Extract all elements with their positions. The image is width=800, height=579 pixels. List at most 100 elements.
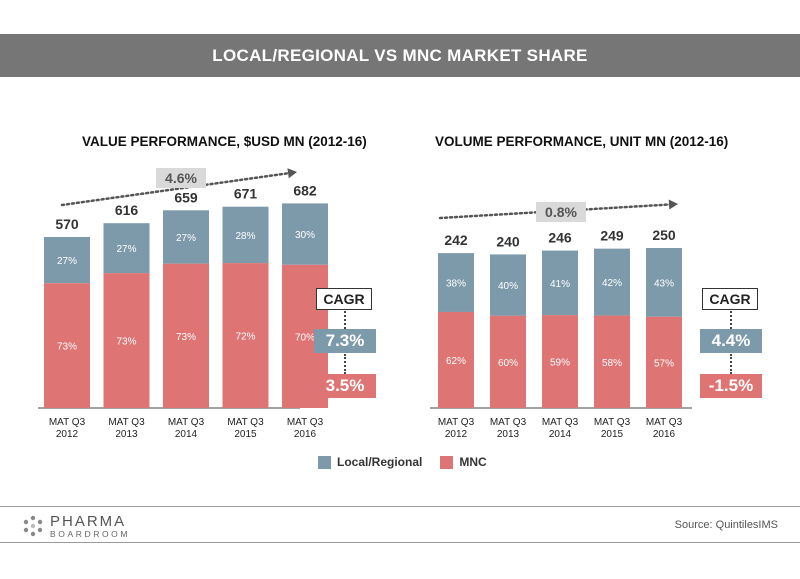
volume-category-label-line2: 2015 — [601, 429, 624, 440]
volume-chart-title: VOLUME PERFORMANCE, UNIT MN (2012-16) — [435, 134, 729, 149]
volume-cagr-connector-2 — [730, 354, 732, 374]
volume-bar-mnc — [438, 311, 474, 408]
volume-cagr-connector-1 — [730, 311, 732, 329]
volume-category-label-line1: MAT Q3 — [646, 417, 683, 428]
value-category-label-line2: 2012 — [56, 429, 79, 440]
volume-total-label: 250 — [652, 227, 676, 243]
value-bar-local — [282, 203, 328, 265]
volume-label-mnc: 60% — [498, 358, 518, 369]
value-bar-local — [163, 210, 209, 264]
volume-bar-local — [646, 248, 682, 317]
value-category-label-line2: 2014 — [175, 429, 198, 440]
footer-divider-bottom — [0, 542, 800, 543]
volume-label-mnc: 58% — [602, 358, 622, 369]
value-bar-local — [44, 237, 90, 284]
volume-category-label-line1: MAT Q3 — [594, 417, 631, 428]
value-growth-arrow-head — [287, 168, 297, 179]
volume-label-mnc: 59% — [550, 358, 570, 369]
value-growth-badge — [156, 168, 206, 188]
volume-bar-local — [438, 253, 474, 312]
volume-category-label-line2: 2012 — [445, 429, 468, 440]
value-total-label: 659 — [174, 189, 198, 205]
volume-total-label: 240 — [496, 233, 520, 249]
value-category-label-line2: 2016 — [294, 429, 317, 440]
volume-label-local: 42% — [602, 278, 622, 289]
legend-label-local: Local/Regional — [337, 455, 423, 469]
banner-title: LOCAL/REGIONAL VS MNC MARKET SHARE — [0, 34, 800, 77]
volume-label-local: 40% — [498, 281, 518, 292]
value-cagr-connector-2 — [344, 354, 346, 374]
volume-bar-local — [542, 250, 578, 316]
value-bar-local — [222, 206, 269, 264]
value-bar-local — [103, 223, 150, 274]
value-total-label: 570 — [55, 216, 79, 232]
value-category-label-line1: MAT Q3 — [287, 417, 324, 428]
volume-category-label-line2: 2013 — [497, 429, 520, 440]
volume-category-label-line1: MAT Q3 — [542, 417, 579, 428]
volume-category-label-line1: MAT Q3 — [490, 417, 527, 428]
value-category-label-line1: MAT Q3 — [168, 417, 205, 428]
value-cagr-connector-1 — [344, 311, 346, 329]
source-note: Source: QuintilesIMS — [674, 519, 778, 531]
value-label-local: 27% — [176, 233, 196, 244]
value-category-label-line1: MAT Q3 — [227, 417, 264, 428]
volume-bar-mnc — [490, 315, 526, 408]
value-chart-title: VALUE PERFORMANCE, $USD MN (2012-16) — [82, 134, 367, 149]
value-category-label-line1: MAT Q3 — [49, 417, 86, 428]
value-bar-mnc — [163, 263, 209, 408]
legend-item-mnc: MNC — [440, 455, 487, 469]
value-bar-mnc — [44, 283, 90, 408]
pharma-boardroom-logo: PHARMA BOARDROOM — [22, 514, 130, 539]
value-bar-mnc — [222, 263, 269, 408]
value-label-mnc: 73% — [57, 342, 77, 353]
volume-label-local: 43% — [654, 278, 674, 289]
volume-growth-badge — [536, 202, 586, 222]
volume-label-mnc: 57% — [654, 358, 674, 369]
value-label-mnc: 73% — [176, 332, 196, 343]
value-category-label-line1: MAT Q3 — [108, 417, 145, 428]
legend-item-local: Local/Regional — [318, 455, 422, 469]
logo-sub-text: BOARDROOM — [50, 529, 131, 539]
volume-bar-mnc — [646, 316, 682, 408]
legend-swatch-local — [318, 455, 331, 469]
volume-label-local: 41% — [550, 279, 570, 290]
value-label-local: 27% — [57, 256, 77, 267]
legend-label-mnc: MNC — [459, 455, 487, 469]
volume-bar-local — [594, 248, 630, 316]
volume-total-label: 249 — [600, 228, 624, 244]
value-total-label: 682 — [293, 182, 317, 198]
value-cagr-mnc: 3.5% — [314, 374, 376, 398]
volume-cagr-mnc: -1.5% — [700, 374, 762, 398]
volume-total-label: 242 — [444, 232, 468, 248]
volume-category-label-line2: 2014 — [549, 429, 572, 440]
volume-growth-arrow-head — [668, 199, 678, 210]
value-cagr-local: 7.3% — [314, 329, 376, 353]
volume-bar-local — [490, 254, 526, 316]
volume-category-label-line1: MAT Q3 — [438, 417, 475, 428]
legend-swatch-mnc — [440, 455, 454, 469]
volume-cagr-local: 4.4% — [700, 329, 762, 353]
volume-label-local: 38% — [446, 279, 466, 290]
logo-main-text: PHARMA — [50, 513, 127, 530]
legend: Local/Regional MNC — [318, 455, 497, 469]
value-category-label-line2: 2013 — [115, 429, 138, 440]
value-label-local: 27% — [116, 244, 136, 255]
value-label-mnc: 72% — [235, 332, 255, 343]
volume-growth-badge-label: 0.8% — [545, 204, 577, 220]
volume-cagr-label: CAGR — [702, 288, 758, 310]
value-cagr-label: CAGR — [316, 288, 372, 310]
volume-bar-mnc — [594, 315, 630, 408]
value-total-label: 671 — [234, 186, 258, 202]
hexagon-dots-icon — [23, 516, 43, 537]
volume-total-label: 246 — [548, 230, 572, 246]
value-growth-arrow-line — [60, 171, 293, 207]
footer-divider-top — [0, 506, 800, 507]
value-growth-badge-label: 4.6% — [165, 170, 197, 186]
value-label-mnc: 70% — [295, 332, 315, 343]
volume-bar-mnc — [542, 315, 578, 408]
volume-category-label-line2: 2016 — [653, 429, 676, 440]
value-label-local: 28% — [235, 231, 255, 242]
value-bar-mnc — [103, 273, 150, 408]
value-label-local: 30% — [295, 230, 315, 241]
